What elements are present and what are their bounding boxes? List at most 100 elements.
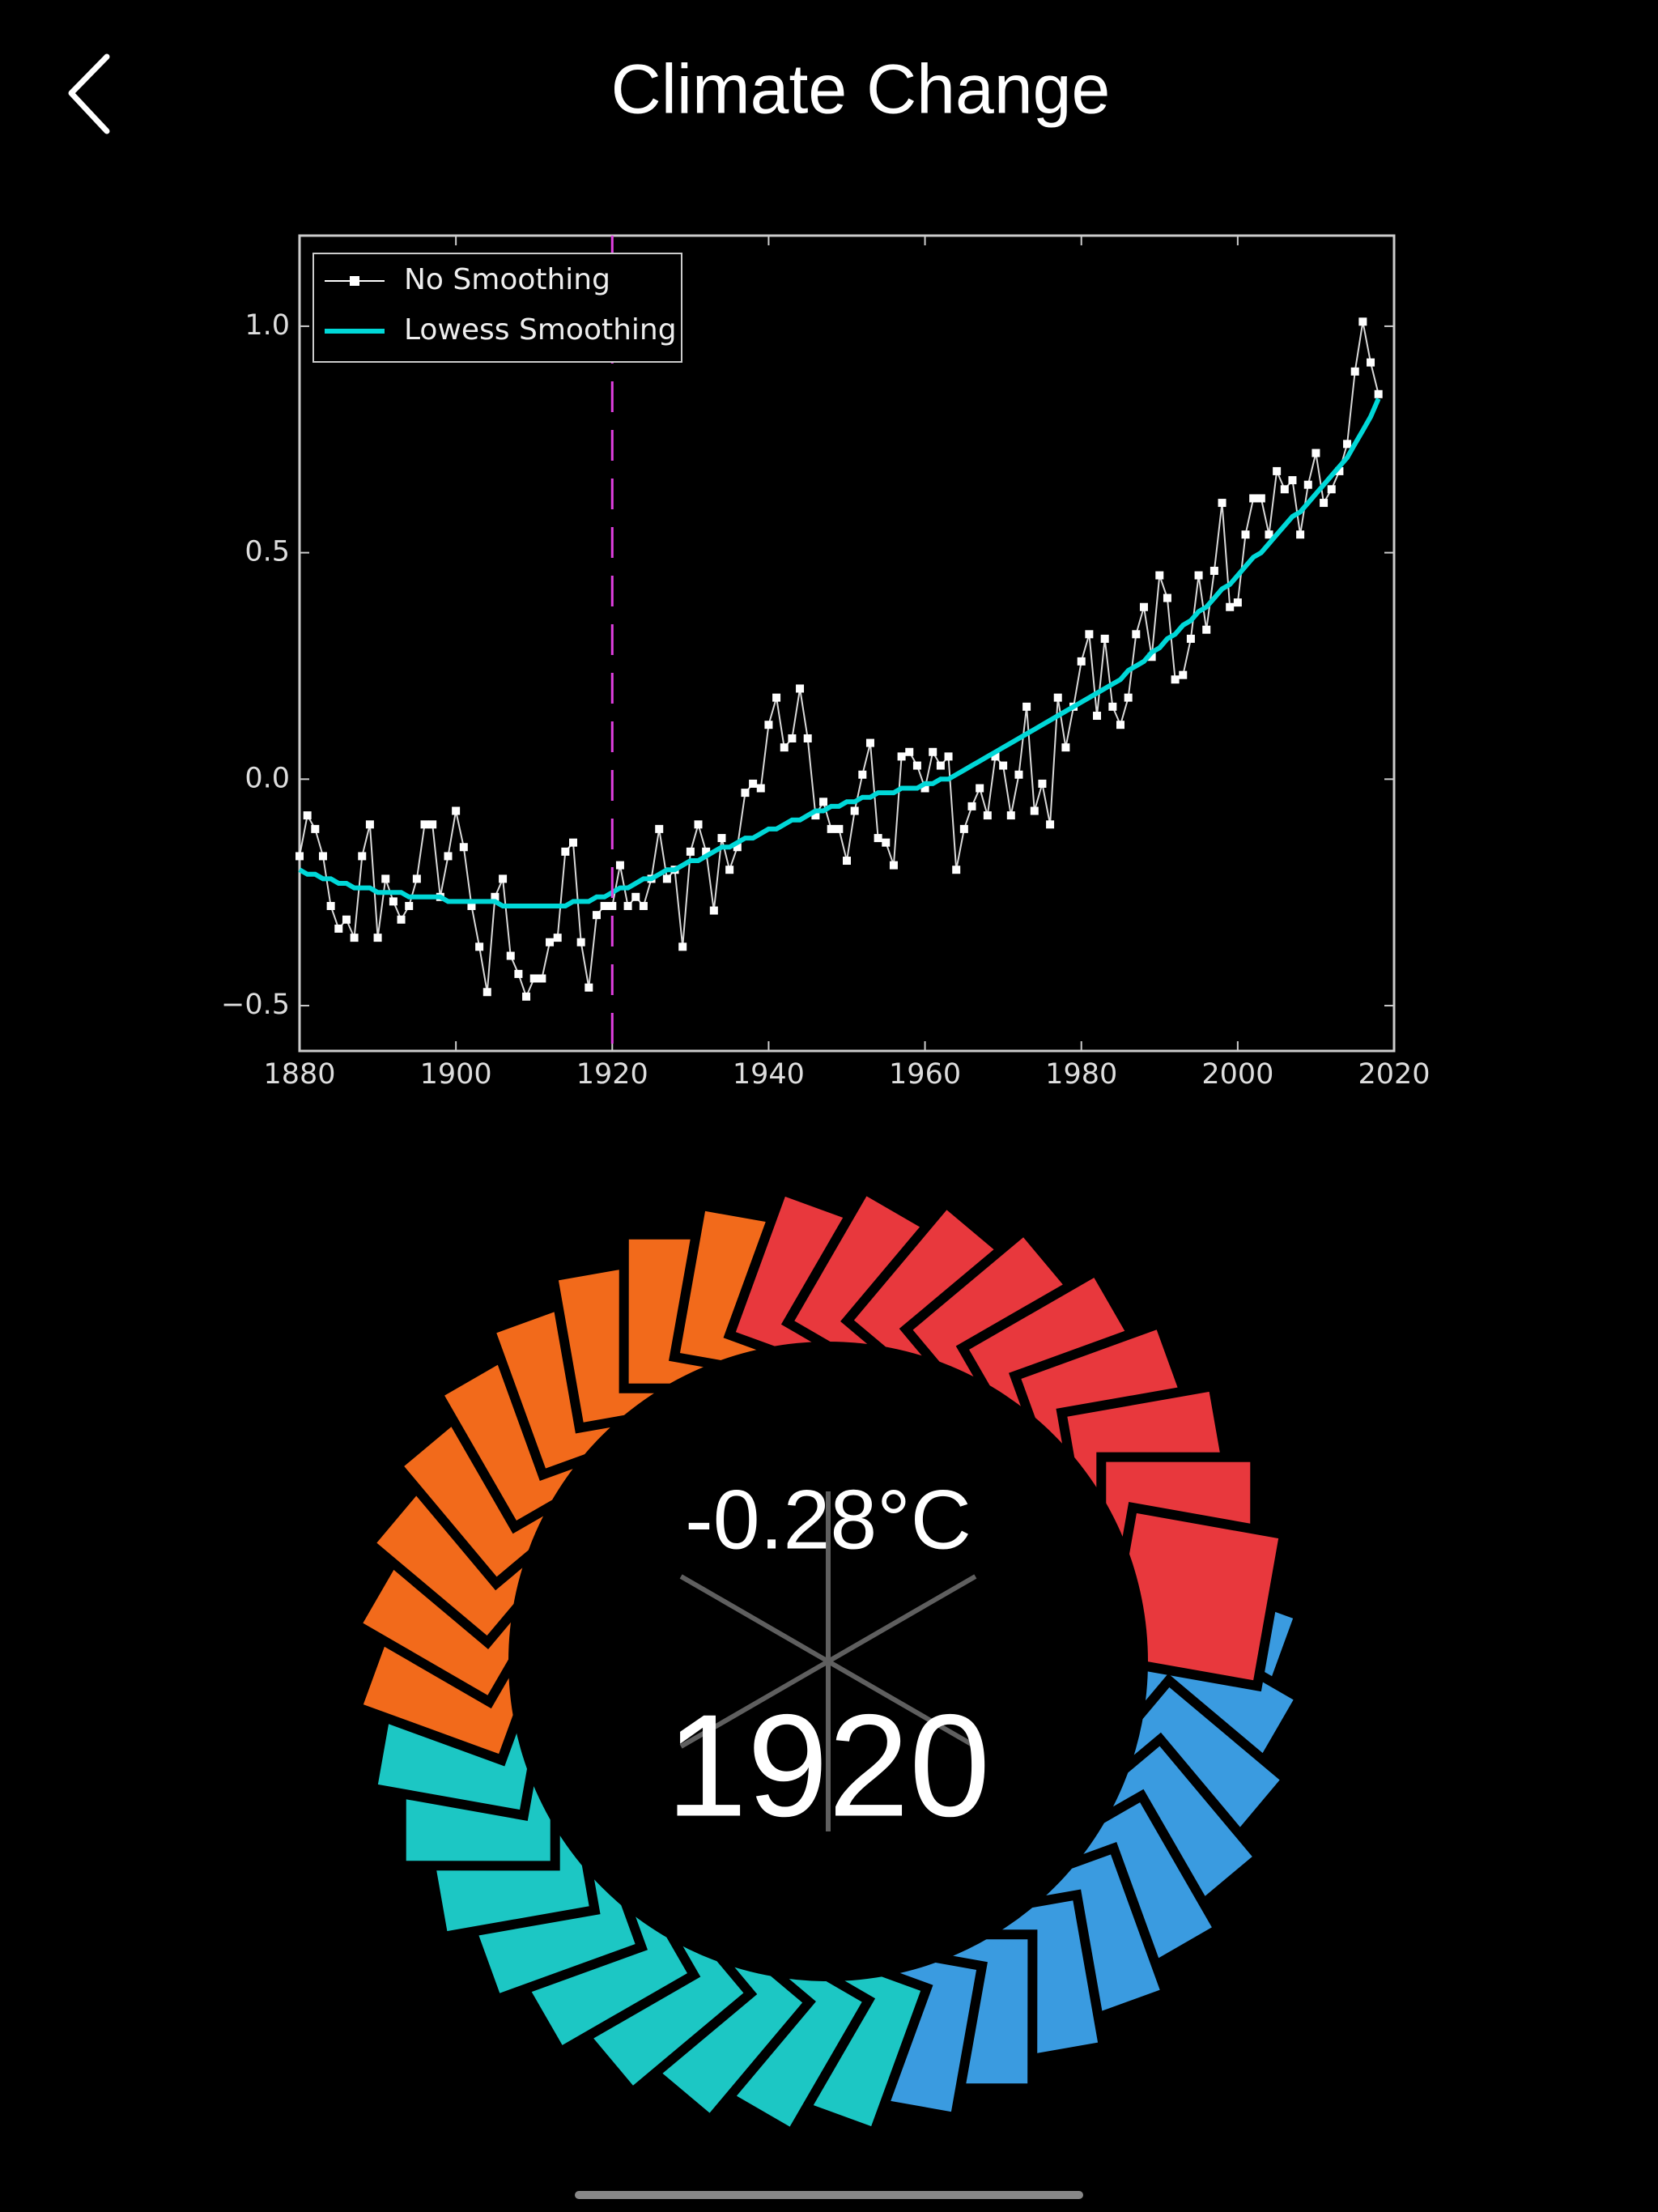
x-tick-label: 1880 — [263, 1058, 335, 1091]
data-point — [959, 824, 968, 833]
ring — [350, 1183, 1307, 2140]
data-point — [1249, 494, 1258, 503]
data-point — [1100, 634, 1109, 643]
data-point — [444, 852, 453, 861]
data-point — [1367, 358, 1375, 367]
ring-tile — [1099, 1502, 1290, 1692]
data-point — [952, 866, 961, 874]
data-point — [569, 838, 577, 847]
data-point — [1273, 466, 1282, 475]
data-point — [1030, 806, 1039, 815]
data-point — [467, 901, 476, 910]
data-point — [1124, 693, 1133, 702]
data-point — [835, 824, 844, 833]
page-title: Climate Change — [611, 51, 1111, 129]
data-point — [1139, 602, 1148, 611]
data-point — [318, 852, 327, 861]
data-point — [1163, 593, 1171, 602]
back-chevron[interactable] — [68, 53, 110, 134]
data-point — [576, 938, 585, 946]
x-tick-label: 1900 — [420, 1058, 492, 1091]
flake-arm — [679, 1574, 830, 1664]
data-point — [788, 734, 797, 742]
data-point — [1241, 530, 1250, 539]
data-point — [1265, 530, 1273, 539]
data-point — [897, 752, 906, 761]
data-point — [334, 924, 343, 933]
data-point — [858, 770, 867, 779]
snowflake — [679, 1491, 977, 1831]
data-point — [1256, 494, 1265, 503]
data-point — [1061, 743, 1070, 752]
data-point — [1179, 670, 1188, 679]
data-point — [1014, 770, 1023, 779]
data-point — [976, 784, 984, 793]
data-point — [1233, 598, 1242, 607]
data-point — [1155, 571, 1164, 580]
data-point — [1358, 317, 1367, 326]
data-point — [592, 911, 601, 920]
back-button[interactable] — [57, 40, 130, 146]
data-point — [623, 901, 632, 910]
data-point — [889, 861, 898, 870]
x-tick-label: 1960 — [889, 1058, 961, 1091]
data-point — [459, 843, 468, 852]
data-point — [749, 779, 758, 788]
data-point — [615, 861, 624, 870]
flake-arm — [827, 1659, 977, 1749]
data-point — [1053, 693, 1062, 702]
data-point — [1280, 485, 1289, 494]
plot-frame — [298, 234, 1396, 1053]
data-point — [865, 738, 874, 747]
legend-label: Lowess Smoothing — [404, 313, 677, 347]
data-point — [608, 901, 617, 910]
data-point — [381, 874, 390, 883]
data-point — [491, 892, 500, 901]
data-point — [827, 824, 835, 833]
data-point — [1022, 702, 1031, 711]
data-point — [538, 974, 546, 983]
data-point — [295, 852, 304, 861]
data-point — [397, 915, 406, 924]
data-point — [499, 874, 508, 883]
data-point — [1147, 653, 1156, 661]
data-point — [920, 784, 929, 793]
data-point — [882, 838, 891, 847]
data-point — [725, 866, 734, 874]
data-point — [1038, 779, 1047, 788]
data-point — [1186, 634, 1195, 643]
data-point — [303, 811, 312, 820]
data-point — [905, 747, 914, 756]
data-point — [561, 847, 570, 856]
data-point — [1312, 449, 1320, 457]
data-point — [811, 811, 820, 820]
back-hit-area[interactable] — [57, 40, 130, 146]
x-tick-label: 2020 — [1358, 1058, 1430, 1091]
data-point — [709, 906, 718, 915]
x-tick-label: 1980 — [1045, 1058, 1117, 1091]
data-point — [358, 852, 367, 861]
data-point — [553, 934, 562, 942]
data-point — [733, 843, 742, 852]
data-point — [702, 847, 711, 856]
data-point — [522, 992, 531, 1001]
data-point — [999, 761, 1008, 770]
home-indicator — [575, 2191, 1083, 2199]
data-point — [1350, 367, 1359, 376]
data-point — [1209, 566, 1218, 575]
data-point — [350, 934, 359, 942]
data-point — [1108, 702, 1117, 711]
data-point — [1132, 630, 1141, 639]
data-point — [850, 806, 859, 815]
data-point — [967, 802, 976, 810]
data-point — [365, 820, 374, 829]
data-point — [944, 752, 953, 761]
data-point — [506, 951, 515, 960]
data-point — [1085, 630, 1094, 639]
data-point — [1288, 476, 1297, 485]
data-point — [1374, 389, 1383, 398]
data-point — [764, 721, 773, 730]
data-point — [585, 983, 593, 992]
